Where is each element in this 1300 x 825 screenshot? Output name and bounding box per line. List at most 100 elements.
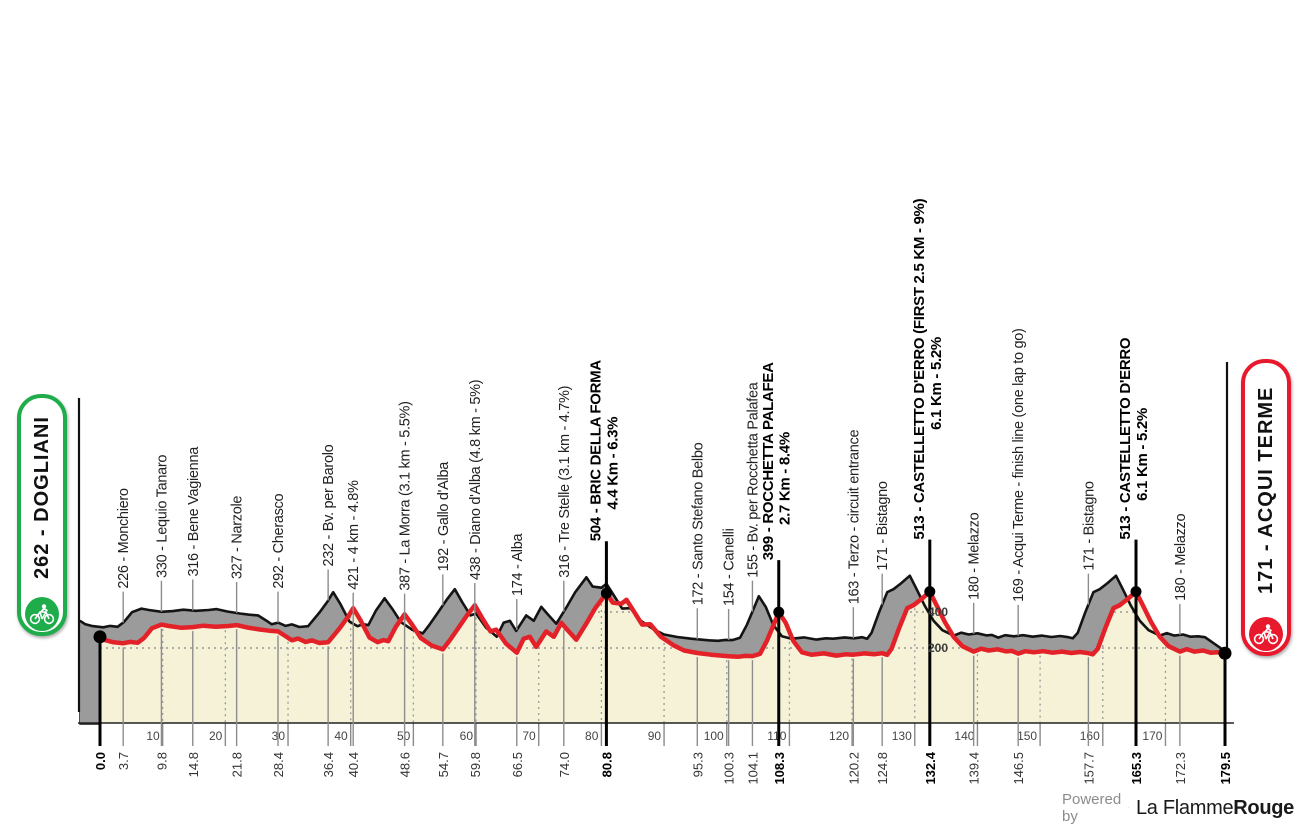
waypoint: 180 - Melazzo xyxy=(967,512,983,746)
finish-badge: 171 - ACQUI TERME xyxy=(1241,359,1291,656)
cyclist-icon xyxy=(25,597,59,631)
waypoint: 513 - CASTELLETTO D'ERRO 6.1 Km - 5.2% xyxy=(1117,337,1151,746)
start-badge-label: 262 - DOGLIANI xyxy=(30,416,53,579)
waypoint-label: 292 - Cherasco xyxy=(271,493,287,588)
waypoint-label-line2: 2.7 Km - 8.4% xyxy=(777,432,794,525)
waypoint: 316 - Bene Vagienna xyxy=(186,446,202,746)
waypoint-label: 192 - Gallo d'Alba xyxy=(436,461,452,572)
waypoint: 316 - Tre Stelle (3.1 km - 4.7%) xyxy=(557,386,573,746)
km-tick-label: 120.2 xyxy=(846,752,861,785)
km-tick-label: 80.8 xyxy=(599,752,614,777)
km-tick-label: 172.3 xyxy=(1173,752,1188,785)
km-tick-label: 40.4 xyxy=(346,752,361,777)
waypoint-label-line2: 6.1 Km - 5.2% xyxy=(928,337,945,430)
waypoint: 174 - Alba xyxy=(510,533,526,746)
km-gridline-number: 160 xyxy=(1080,729,1100,743)
start-dot xyxy=(93,630,107,644)
km-gridline-number: 50 xyxy=(397,729,411,743)
km-gridline-number: 10 xyxy=(146,729,160,743)
waypoint: 421 - 4 km - 4.8% xyxy=(346,480,362,746)
waypoint-label-line2: 4.4 Km - 6.3% xyxy=(604,417,621,510)
waypoint-label: 169 - Acqui Terme - finish line (one lap… xyxy=(1011,328,1027,601)
km-tick-label: 54.7 xyxy=(436,752,451,777)
km-tick-label: 9.8 xyxy=(154,752,169,770)
waypoint-label: 174 - Alba xyxy=(510,533,526,597)
powered-by-text: Powered by xyxy=(1062,791,1122,825)
waypoint-label-line2: 6.1 Km - 5.2% xyxy=(1134,408,1151,501)
waypoint: 180 - Melazzo xyxy=(1173,514,1189,746)
waypoint-label: 180 - Melazzo xyxy=(1173,514,1189,601)
km-tick-label: 36.4 xyxy=(321,752,336,777)
footer-branding: Powered by 1 La FlammeRouge xyxy=(1062,791,1294,825)
waypoint-label: 330 - Lequio Tanaro xyxy=(154,455,170,578)
km-tick-label: 146.5 xyxy=(1011,752,1026,785)
waypoint-label: 504 - BRIC DELLA FORMA xyxy=(587,360,604,542)
profile-front-face xyxy=(100,591,1225,723)
km-gridline-number: 150 xyxy=(1017,729,1037,743)
waypoint: 169 - Acqui Terme - finish line (one lap… xyxy=(1011,328,1027,746)
waypoint-label: 226 - Monchiero xyxy=(116,488,132,589)
cyclist-icon xyxy=(1249,617,1283,651)
profile-red-line xyxy=(97,589,1228,660)
finish-dot xyxy=(1218,646,1232,660)
waypoint: 172 - Santo Stefano Belbo xyxy=(690,442,706,746)
km-tick-label: 104.1 xyxy=(745,752,760,785)
km-gridline-number: 20 xyxy=(209,729,223,743)
waypoint: 330 - Lequio Tanaro xyxy=(154,455,170,746)
waypoint: 513 - CASTELLETTO D'ERRO (FIRST 2.5 KM -… xyxy=(911,198,945,746)
waypoint-label: 513 - CASTELLETTO D'ERRO xyxy=(1117,337,1134,540)
km-tick-label: 132.4 xyxy=(923,751,938,784)
brand-text: La FlammeRouge xyxy=(1135,796,1294,819)
km-gridline-number: 90 xyxy=(648,729,662,743)
la-flamme-rouge-logo-icon: 1 xyxy=(1128,807,1129,809)
km-tick-label: 139.4 xyxy=(967,752,982,785)
waypoint: 438 - Diano d'Alba (4.8 km - 5%) xyxy=(468,380,484,746)
km-tick-label: 21.8 xyxy=(230,752,245,777)
waypoint-label: 232 - Bv. per Barolo xyxy=(321,444,337,566)
waypoint: 387 - La Morra (3.1 km - 5.5%) xyxy=(398,401,414,746)
waypoint-label: 421 - 4 km - 4.8% xyxy=(346,480,362,590)
km-tick-label: 157.7 xyxy=(1081,752,1096,785)
waypoint-label: 180 - Melazzo xyxy=(967,512,983,599)
km-tick-label: 124.8 xyxy=(875,752,890,785)
waypoint: 226 - Monchiero xyxy=(116,488,132,746)
waypoint: 163 - Terzo - circuit entrance xyxy=(846,430,862,746)
waypoint-label: 438 - Diano d'Alba (4.8 km - 5%) xyxy=(468,380,484,580)
km-gridline-number: 120 xyxy=(829,729,849,743)
waypoint-label: 387 - La Morra (3.1 km - 5.5%) xyxy=(398,401,414,590)
waypoint-label: 171 - Bistagno xyxy=(1081,481,1097,571)
km-tick-label: 74.0 xyxy=(557,752,572,777)
km-tick-label: 66.5 xyxy=(510,752,525,777)
waypoint: 292 - Cherasco xyxy=(271,493,287,746)
km-tick-label: 48.6 xyxy=(398,752,413,777)
elevation-gridline-label: 200 xyxy=(928,641,948,655)
waypoint-label: 171 - Bistagno xyxy=(875,481,891,571)
waypoint: 154 - Canelli xyxy=(722,528,738,746)
km-tick-label: 165.3 xyxy=(1129,752,1144,785)
km-tick-label: 0.0 xyxy=(93,752,108,770)
km-tick-label: 14.8 xyxy=(186,752,201,777)
km-gridline-number: 110 xyxy=(767,729,786,743)
waypoint-label: 327 - Narzole xyxy=(230,496,246,579)
waypoint-label: 399 - ROCCHETTA PALAFEA xyxy=(760,362,777,560)
km-tick-label: 179.5 xyxy=(1218,752,1233,785)
elevation-gridline-label: 400 xyxy=(928,605,948,619)
waypoint-label: 155 - Bv. per Rocchetta Palafea xyxy=(745,381,761,577)
waypoint-label: 172 - Santo Stefano Belbo xyxy=(690,442,706,605)
waypoint: 504 - BRIC DELLA FORMA 4.4 Km - 6.3% xyxy=(587,360,621,746)
waypoint: 171 - Bistagno xyxy=(1081,481,1097,746)
km-tick-label: 100.3 xyxy=(722,752,737,785)
km-tick-label: 95.3 xyxy=(690,752,705,777)
km-gridline-number: 60 xyxy=(460,729,474,743)
km-gridline-number: 40 xyxy=(334,729,348,743)
waypoint: 192 - Gallo d'Alba xyxy=(436,461,452,746)
waypoint-label: 513 - CASTELLETTO D'ERRO (FIRST 2.5 KM -… xyxy=(911,198,928,539)
start-badge: 262 - DOGLIANI xyxy=(17,394,67,636)
waypoint: 232 - Bv. per Barolo xyxy=(321,444,337,746)
waypoint-label: 163 - Terzo - circuit entrance xyxy=(846,430,862,605)
km-gridline-number: 140 xyxy=(954,729,974,743)
waypoint: 155 - Bv. per Rocchetta Palafea xyxy=(745,381,761,746)
km-gridline-number: 80 xyxy=(585,729,599,743)
